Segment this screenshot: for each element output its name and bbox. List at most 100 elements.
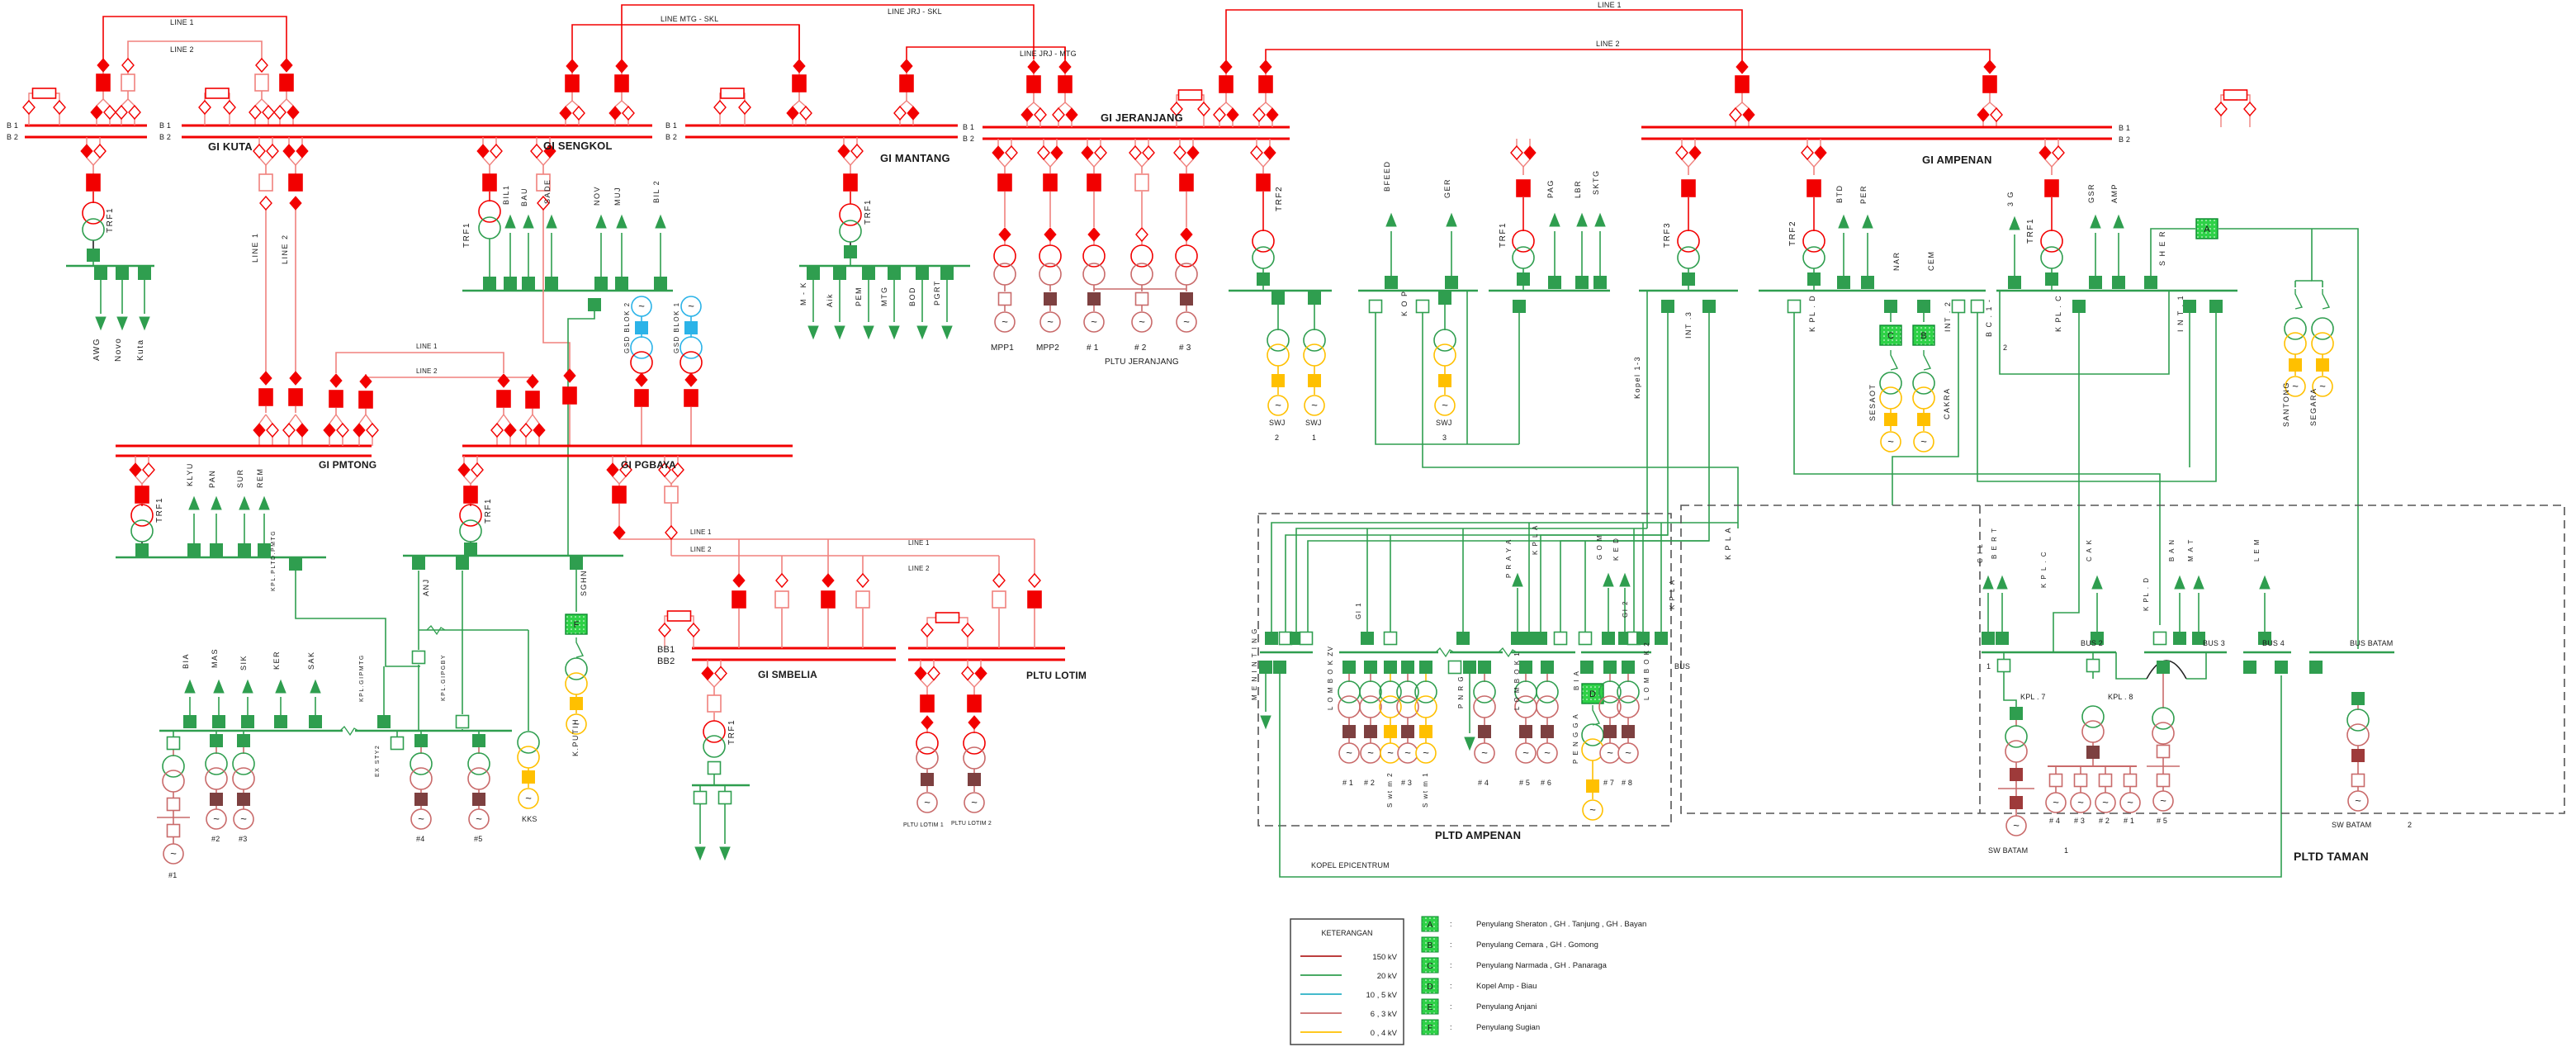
bus-tie-squiggle bbox=[1498, 647, 1518, 658]
bay-fork-wire bbox=[329, 414, 337, 424]
circuit-breaker-icon bbox=[992, 590, 1006, 609]
bay-fork-wire bbox=[920, 680, 928, 688]
label-2: # 2 bbox=[1134, 343, 1147, 353]
label-int-2: INT . 2 bbox=[1944, 301, 1952, 332]
bay-fork-wire bbox=[1049, 159, 1058, 168]
feeder-arrow-icon bbox=[275, 679, 286, 694]
label-kopel-epicentrum: KOPEL EPICENTRUM bbox=[1311, 861, 1390, 869]
disconnector-closed-icon bbox=[701, 666, 714, 681]
label-s-wt-m-1: S wt m 1 bbox=[1422, 772, 1429, 808]
transformer-winding-icon bbox=[2311, 332, 2334, 355]
breaker-box-icon bbox=[833, 267, 846, 280]
disconnector-open-icon bbox=[961, 666, 974, 681]
breaker-box-icon bbox=[2192, 632, 2205, 645]
label-trf3: TRF3 bbox=[1663, 222, 1672, 248]
label-line-2: LINE 2 bbox=[1596, 40, 1620, 48]
label-s-h-e-r: S H E R bbox=[2158, 230, 2166, 266]
label-kpl-8: KPL . 8 bbox=[2108, 693, 2133, 701]
bay-fork-wire bbox=[102, 98, 111, 107]
label-line-1: LINE 1 bbox=[251, 232, 259, 263]
circuit-breaker-icon bbox=[707, 694, 722, 713]
disconnector-closed-icon bbox=[543, 144, 556, 159]
label-k-e-d: K E D bbox=[1612, 538, 1620, 561]
breaker-box-icon bbox=[1519, 661, 1532, 674]
label-6: # 6 bbox=[1541, 779, 1551, 787]
coupler-resistor-icon bbox=[31, 88, 57, 99]
bay-fork-wire bbox=[482, 157, 490, 166]
disconnector-open-icon bbox=[1028, 572, 1041, 589]
feeder-link-letter: A bbox=[2204, 225, 2210, 235]
feeder-link-box bbox=[565, 614, 588, 635]
disconnector-closed-icon bbox=[526, 374, 539, 389]
generator-wave-icon: ~ bbox=[1002, 315, 1008, 328]
disconnector-open-icon bbox=[530, 143, 543, 159]
bay-fork-wire bbox=[121, 98, 129, 107]
feeder-arrow-icon bbox=[2009, 216, 2020, 230]
breaker-box-icon bbox=[1522, 632, 1536, 645]
breaker-box-icon bbox=[289, 557, 302, 571]
disconnector-closed-icon bbox=[90, 105, 103, 120]
label-l-o-m-b-o-k-zv: L O M B O K ZV bbox=[1327, 646, 1334, 711]
label-ex-sty2: EX STY2 bbox=[375, 745, 381, 777]
circuit-breaker-icon bbox=[1681, 179, 1696, 197]
generator-icon bbox=[964, 792, 985, 813]
switch-box-icon bbox=[2351, 773, 2365, 788]
breaker-box-icon bbox=[2008, 276, 2021, 289]
transformer-winding-icon bbox=[205, 752, 228, 775]
transformer-winding-icon bbox=[1433, 343, 1456, 367]
bay-fork-wire bbox=[1064, 102, 1073, 109]
legend-letter: B bbox=[1428, 941, 1433, 950]
circuit-breaker-icon bbox=[821, 590, 836, 609]
switch-box-icon bbox=[1368, 299, 1383, 314]
generator-icon bbox=[916, 792, 938, 813]
transformer-winding-icon bbox=[2311, 317, 2334, 340]
feeder-arrow-icon bbox=[595, 214, 607, 229]
wire bbox=[55, 92, 60, 101]
label-trf1: TRF1 bbox=[727, 719, 736, 745]
switch-box-icon bbox=[1415, 299, 1430, 314]
wire bbox=[1999, 291, 2170, 375]
label-3: 3 bbox=[1442, 433, 1447, 442]
bus-tie-squiggle bbox=[426, 624, 446, 636]
circuit-breaker-icon bbox=[792, 74, 807, 92]
label-b-1: B 1 bbox=[7, 121, 18, 130]
label-gi-1: GI 1 bbox=[1355, 602, 1362, 619]
disconnector-open-icon bbox=[1052, 107, 1065, 123]
feeder-arrow-icon bbox=[258, 495, 270, 510]
label-sktg: SKTG bbox=[1592, 169, 1600, 195]
transformer-winding-icon bbox=[565, 657, 588, 680]
feeder-arrow-icon bbox=[95, 316, 107, 331]
generator-icon bbox=[1304, 395, 1325, 416]
disconnector-closed-icon bbox=[476, 144, 490, 159]
breaker-box-icon bbox=[2351, 692, 2365, 705]
bay-fork-wire bbox=[906, 100, 914, 107]
label-b-1: B 1 bbox=[665, 121, 677, 130]
label-pag: PAG bbox=[1546, 179, 1555, 198]
feeder-link-letter: C bbox=[1887, 331, 1894, 341]
transformer-winding-icon bbox=[2152, 722, 2175, 745]
label-2: # 2 bbox=[2099, 817, 2110, 825]
circuit-breaker-icon bbox=[1043, 173, 1058, 192]
circuit-breaker-icon bbox=[86, 173, 101, 192]
disconnector-closed-icon bbox=[1742, 107, 1755, 122]
circuit-breaker-icon bbox=[684, 389, 698, 407]
breaker-box-icon bbox=[2243, 661, 2256, 674]
label-line-1: LINE 1 bbox=[170, 18, 194, 26]
disconnector-closed-icon bbox=[1977, 107, 1990, 122]
label-s-wt-m-2: S wt m 2 bbox=[1386, 772, 1394, 808]
label-line-2: LINE 2 bbox=[416, 367, 438, 375]
label-bus-3: BUS 3 bbox=[2203, 639, 2225, 647]
transformer-winding-icon bbox=[1879, 386, 1902, 410]
bay-fork-wire bbox=[258, 157, 267, 166]
circuit-breaker-icon bbox=[774, 590, 789, 609]
generator-icon bbox=[1880, 431, 1901, 452]
breaker-box-icon bbox=[212, 715, 225, 728]
disconnector-open-icon bbox=[259, 195, 272, 211]
label-pem: PEM bbox=[855, 287, 863, 306]
legend-letter-box bbox=[1421, 978, 1439, 994]
generator-wave-icon: ~ bbox=[2013, 819, 2020, 831]
disconnector-open-icon bbox=[1250, 144, 1263, 161]
bay-fork-wire bbox=[565, 100, 573, 107]
feeder-arrow-icon bbox=[834, 325, 845, 340]
